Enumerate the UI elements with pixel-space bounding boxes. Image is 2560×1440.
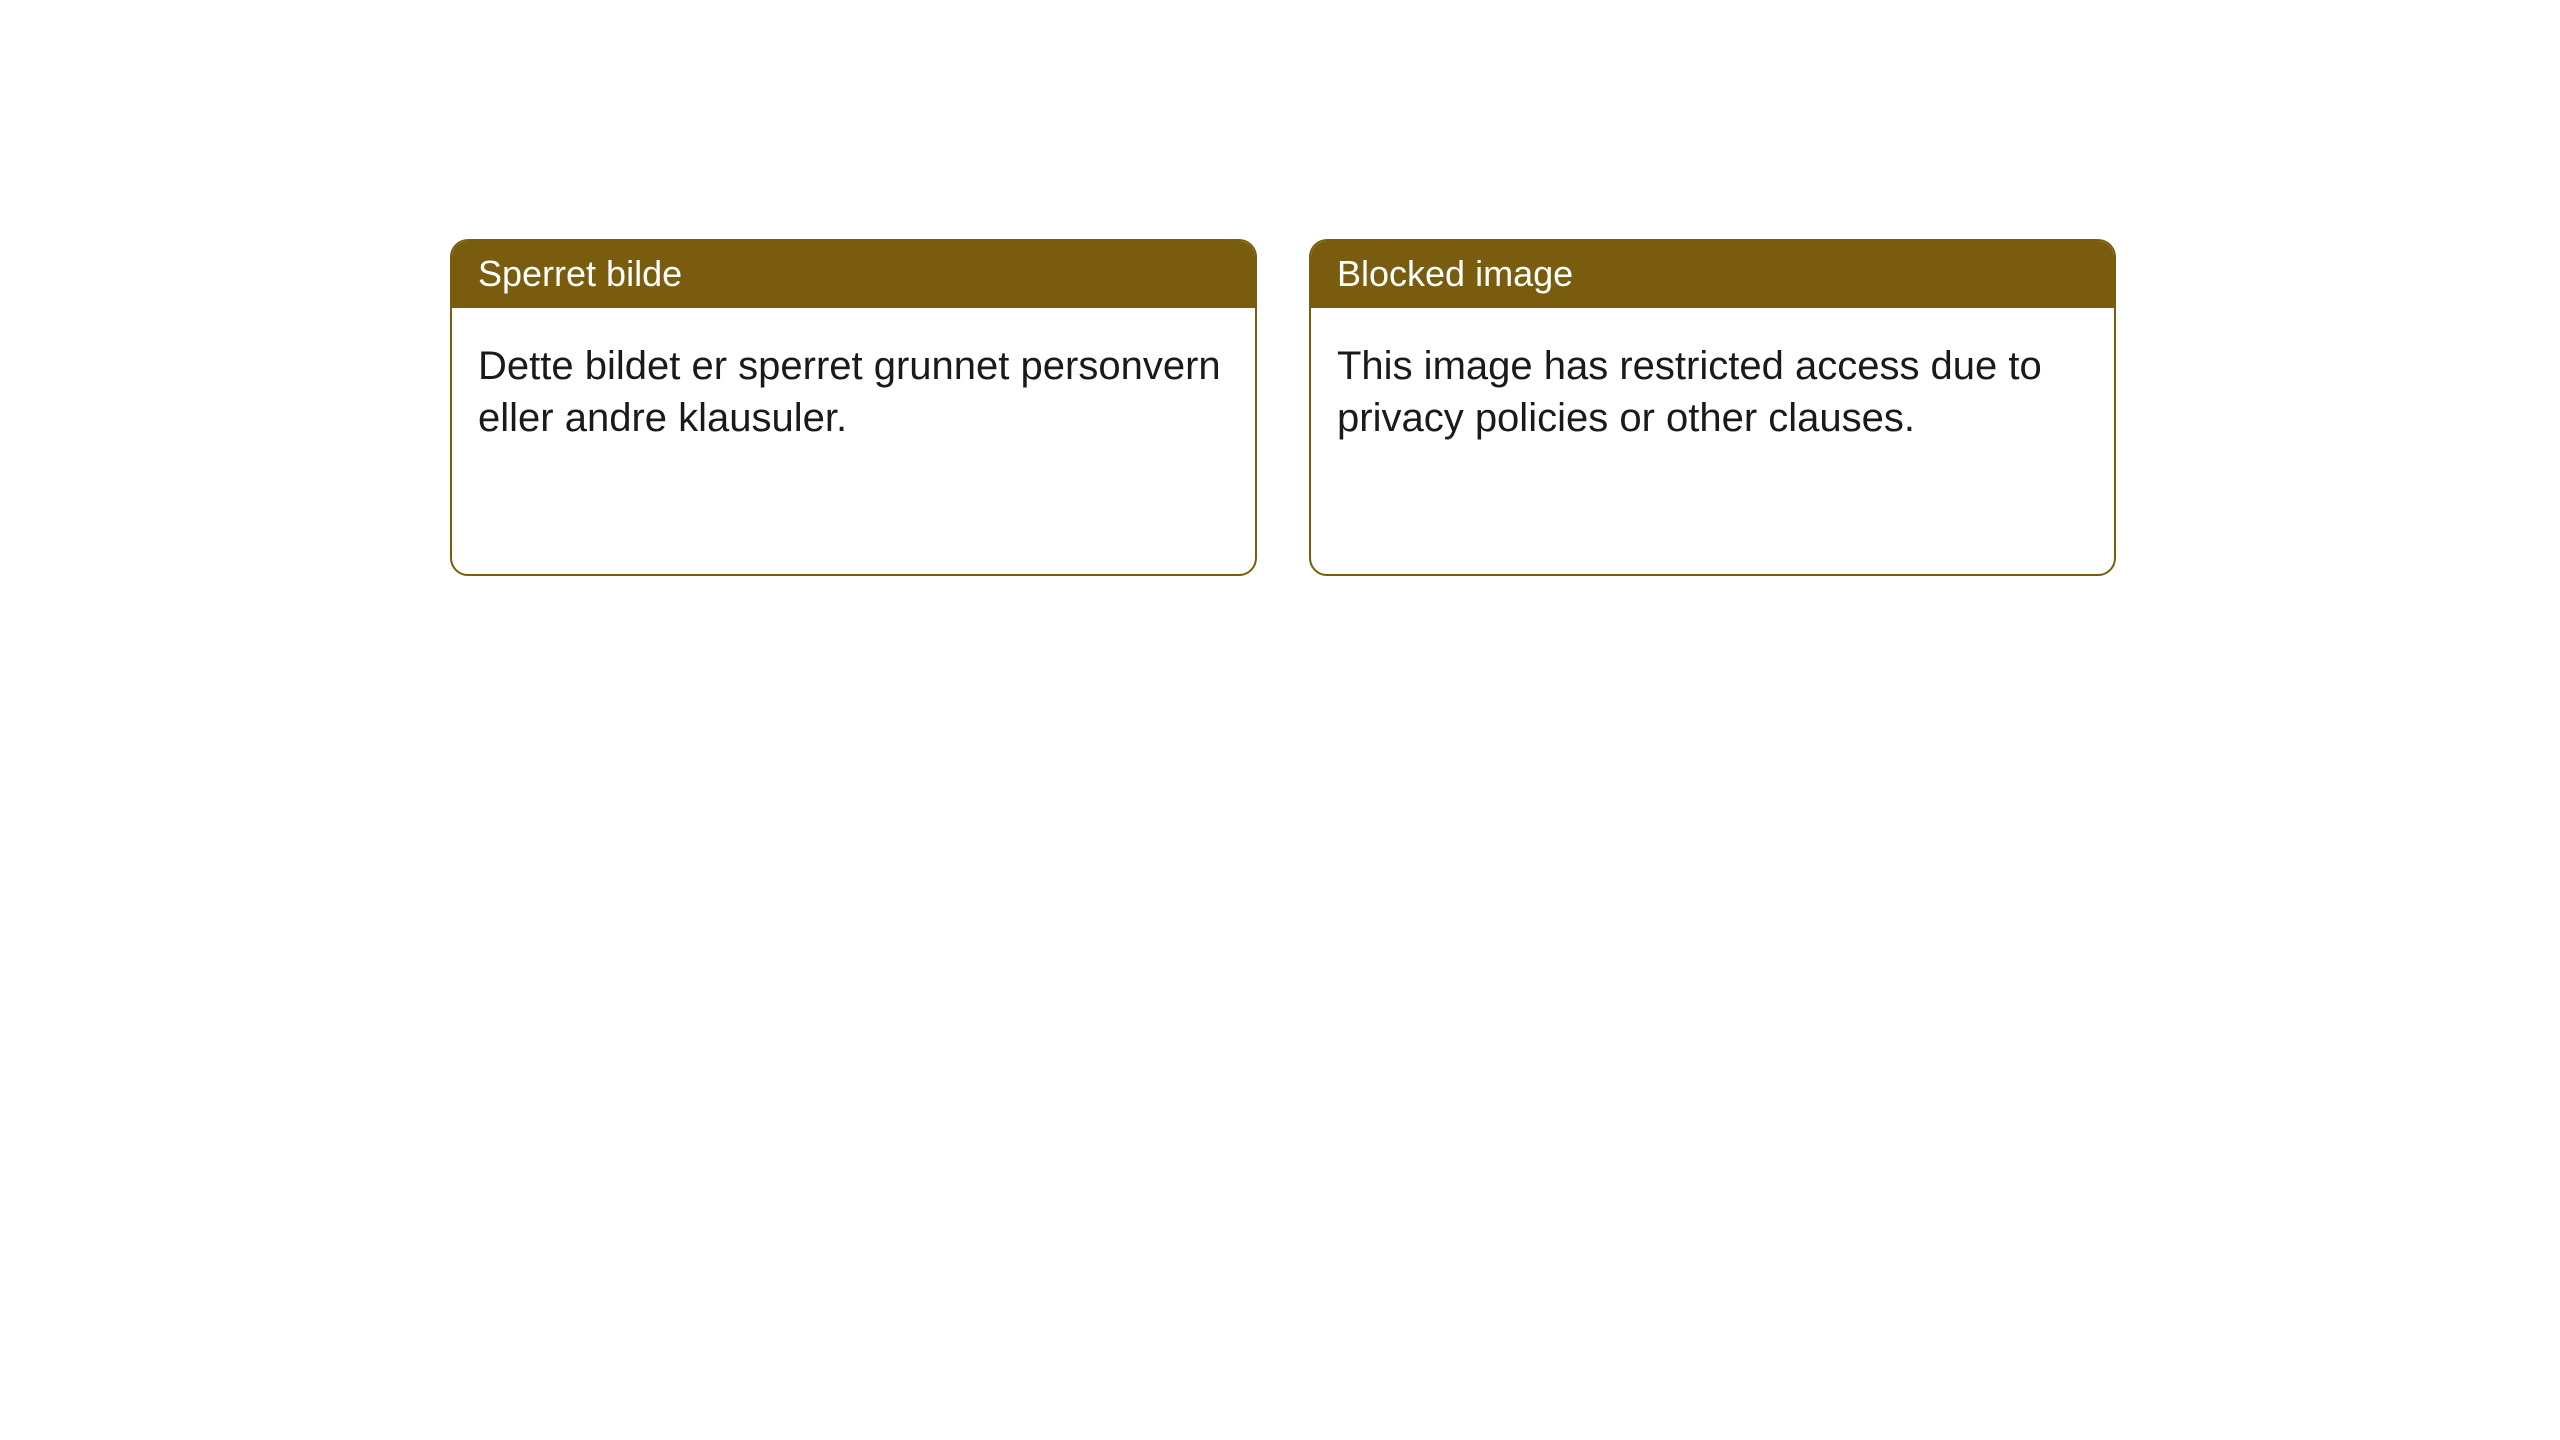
notice-card-en: Blocked image This image has restricted … — [1309, 239, 2116, 576]
notice-title-no: Sperret bilde — [452, 241, 1255, 308]
notice-body-no: Dette bildet er sperret grunnet personve… — [452, 308, 1255, 476]
notice-title-en: Blocked image — [1311, 241, 2114, 308]
notice-body-en: This image has restricted access due to … — [1311, 308, 2114, 476]
notice-container: Sperret bilde Dette bildet er sperret gr… — [450, 239, 2116, 576]
notice-card-no: Sperret bilde Dette bildet er sperret gr… — [450, 239, 1257, 576]
